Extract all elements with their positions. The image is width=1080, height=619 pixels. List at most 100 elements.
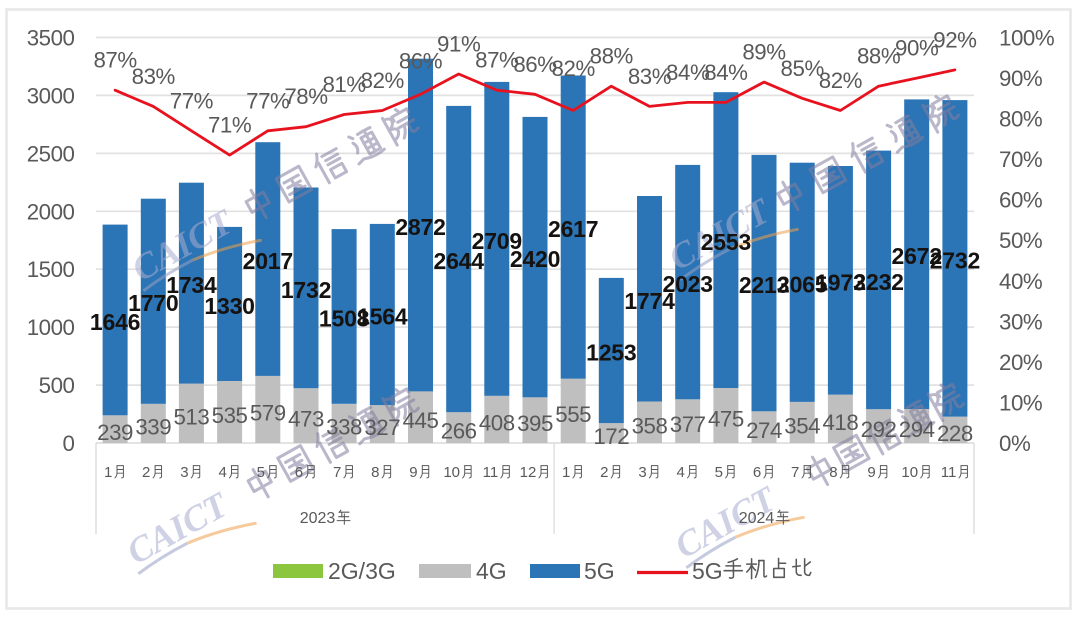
svg-text:2644: 2644 (434, 248, 485, 274)
svg-text:2213: 2213 (739, 272, 789, 298)
svg-text:87%: 87% (93, 48, 137, 73)
svg-text:0%: 0% (999, 431, 1031, 456)
svg-text:80%: 80% (999, 107, 1043, 132)
svg-text:9: 9 (409, 464, 417, 481)
svg-text:50%: 50% (999, 228, 1043, 253)
svg-text:358: 358 (632, 413, 668, 438)
svg-text:274: 274 (746, 418, 782, 443)
svg-text:88%: 88% (857, 44, 901, 69)
svg-text:1253: 1253 (586, 340, 636, 366)
svg-text:377: 377 (670, 412, 706, 437)
svg-text:4G: 4G (476, 558, 507, 584)
svg-text:82%: 82% (552, 56, 596, 81)
svg-text:77%: 77% (246, 88, 290, 113)
svg-text:2024: 2024 (739, 510, 775, 527)
svg-text:1774: 1774 (624, 288, 675, 314)
svg-text:2G/3G: 2G/3G (328, 558, 396, 584)
svg-text:20%: 20% (999, 350, 1043, 375)
svg-text:1: 1 (562, 464, 570, 481)
svg-text:535: 535 (212, 403, 248, 428)
svg-text:85%: 85% (781, 56, 825, 81)
svg-text:1330: 1330 (204, 293, 254, 319)
svg-text:6: 6 (295, 464, 303, 481)
svg-text:473: 473 (288, 407, 324, 432)
svg-text:3: 3 (180, 464, 188, 481)
svg-text:1973: 1973 (815, 269, 865, 295)
svg-text:475: 475 (708, 407, 744, 432)
svg-text:83%: 83% (132, 64, 176, 89)
svg-text:8: 8 (829, 464, 837, 481)
svg-text:1770: 1770 (128, 290, 178, 316)
svg-text:500: 500 (39, 373, 75, 398)
svg-text:71%: 71% (208, 113, 252, 138)
svg-text:3: 3 (638, 464, 646, 481)
svg-text:82%: 82% (361, 68, 405, 93)
svg-text:90%: 90% (999, 66, 1043, 91)
svg-text:12: 12 (520, 464, 537, 481)
svg-text:395: 395 (517, 411, 553, 436)
svg-text:2732: 2732 (930, 247, 980, 273)
svg-text:354: 354 (784, 414, 820, 439)
svg-text:87%: 87% (475, 48, 519, 73)
svg-text:10%: 10% (999, 390, 1043, 415)
svg-text:294: 294 (899, 417, 935, 442)
svg-text:82%: 82% (819, 68, 863, 93)
svg-text:1500: 1500 (27, 257, 75, 282)
svg-text:239: 239 (97, 420, 133, 445)
svg-text:5G: 5G (692, 558, 723, 584)
svg-text:9: 9 (867, 464, 875, 481)
svg-text:292: 292 (861, 417, 897, 442)
svg-text:2000: 2000 (27, 199, 75, 224)
svg-text:84%: 84% (666, 60, 710, 85)
svg-text:77%: 77% (170, 88, 214, 113)
svg-text:3000: 3000 (27, 83, 75, 108)
svg-text:2709: 2709 (472, 228, 522, 254)
svg-text:86%: 86% (399, 48, 443, 73)
svg-text:418: 418 (822, 410, 858, 435)
svg-text:2617: 2617 (548, 216, 598, 242)
svg-text:266: 266 (441, 419, 477, 444)
svg-text:4: 4 (677, 464, 685, 481)
svg-text:7: 7 (333, 464, 341, 481)
svg-text:10: 10 (901, 464, 918, 481)
svg-text:70%: 70% (999, 147, 1043, 172)
svg-text:1: 1 (104, 464, 112, 481)
svg-text:88%: 88% (590, 44, 634, 69)
svg-text:339: 339 (135, 414, 171, 439)
svg-text:2500: 2500 (27, 141, 75, 166)
svg-text:60%: 60% (999, 188, 1043, 213)
svg-text:8: 8 (371, 464, 379, 481)
svg-text:408: 408 (479, 410, 515, 435)
svg-text:11: 11 (483, 464, 499, 481)
svg-text:4: 4 (218, 464, 226, 481)
svg-text:2065: 2065 (777, 271, 828, 297)
svg-text:2420: 2420 (510, 246, 560, 272)
svg-text:2872: 2872 (395, 214, 445, 240)
svg-text:78%: 78% (284, 84, 328, 109)
svg-text:84%: 84% (704, 60, 748, 85)
svg-text:2232: 2232 (853, 269, 903, 295)
svg-text:3500: 3500 (27, 26, 75, 51)
svg-text:1732: 1732 (281, 277, 331, 303)
svg-text:2017: 2017 (243, 248, 293, 274)
svg-text:0: 0 (63, 431, 75, 456)
svg-text:11: 11 (941, 464, 957, 481)
svg-text:92%: 92% (933, 27, 977, 52)
svg-text:228: 228 (937, 421, 973, 446)
svg-text:579: 579 (250, 401, 286, 426)
svg-text:89%: 89% (742, 40, 786, 65)
svg-text:2672: 2672 (892, 243, 942, 269)
svg-text:2: 2 (600, 464, 608, 481)
svg-text:100%: 100% (999, 26, 1055, 51)
svg-text:1508: 1508 (319, 306, 370, 332)
svg-text:5: 5 (257, 464, 265, 481)
svg-text:2023: 2023 (300, 510, 336, 527)
svg-text:327: 327 (364, 415, 400, 440)
svg-text:83%: 83% (628, 64, 672, 89)
svg-text:7: 7 (791, 464, 799, 481)
svg-text:91%: 91% (437, 32, 481, 57)
svg-text:10: 10 (443, 464, 460, 481)
svg-text:1646: 1646 (90, 309, 140, 335)
svg-text:30%: 30% (999, 309, 1043, 334)
svg-text:1564: 1564 (357, 304, 408, 330)
